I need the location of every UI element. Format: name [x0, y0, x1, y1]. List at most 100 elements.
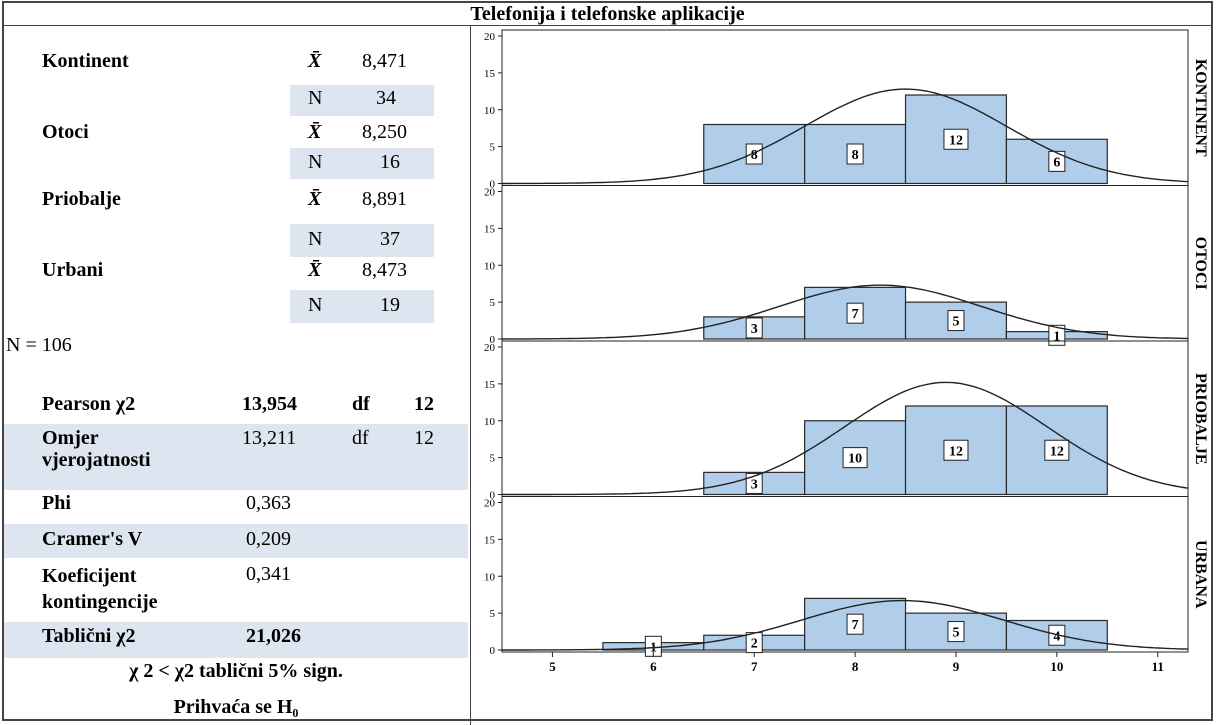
group-name-kontinent: Kontinent [42, 50, 129, 72]
row-shade [290, 290, 434, 323]
y-tick-label: 15 [484, 223, 496, 235]
data-label: 1 [1053, 329, 1060, 344]
y-tick-label: 5 [490, 608, 496, 620]
stat-value-table-chi2: 21,026 [246, 625, 301, 647]
stat-df-likelihood-ratio: 12 [414, 427, 434, 449]
data-label-box [846, 302, 864, 324]
y-tick-label: 5 [490, 297, 496, 309]
y-tick-label: 5 [490, 142, 496, 154]
stat-label-phi: Phi [42, 492, 71, 514]
data-label-box [1044, 439, 1070, 461]
data-label: 8 [751, 148, 758, 163]
conclusion-line2: Prihvaća se H₀ [173, 696, 299, 718]
n-value-urbani: 19 [380, 294, 400, 316]
group-name-urbani: Urbani [42, 259, 104, 281]
x-tick-label: 9 [953, 659, 960, 674]
y-tick-label: 20 [484, 31, 496, 43]
row-shade [4, 524, 468, 558]
y-tick-label: 20 [484, 187, 496, 199]
row-shade [290, 224, 434, 257]
y-tick-label: 10 [484, 571, 496, 583]
normal-curve [502, 599, 1189, 651]
row-shade [4, 424, 468, 490]
stat-value-phi: 0,363 [246, 492, 291, 514]
y-tick-label: 10 [484, 416, 496, 428]
mean-value-priobalje: 8,891 [362, 188, 407, 210]
stat-df-label-pearson: df [352, 393, 370, 415]
n-label: N [308, 294, 323, 316]
data-label: 5 [952, 315, 959, 330]
group-name-priobalje: Priobalje [42, 188, 121, 210]
normal-curve [502, 381, 1189, 496]
data-label-box [1048, 150, 1066, 172]
data-label-box [1048, 324, 1066, 346]
y-tick-label: 10 [484, 105, 496, 117]
panel-label: OTOCI [1192, 237, 1209, 290]
y-tick-label: 20 [484, 342, 496, 354]
data-label-box [745, 472, 763, 494]
panel-label: PRIOBALJE [1192, 373, 1209, 465]
n-value-kontinent: 34 [376, 87, 396, 109]
stat-label-contingency: Koeficijent kontingencije [42, 565, 158, 613]
stat-label-table-chi2: Tablični χ2 [42, 625, 136, 647]
x-tick-label: 8 [852, 659, 859, 674]
y-tick-label: 0 [490, 179, 496, 191]
data-label: 3 [751, 322, 758, 337]
data-label-box [846, 613, 864, 635]
x-tick-label: 11 [1152, 659, 1164, 674]
stat-value-contingency: 0,341 [246, 563, 291, 585]
total-n: N = 106 [6, 334, 72, 356]
stat-value-pearson: 13,954 [242, 393, 297, 415]
data-label-box [846, 143, 864, 165]
data-label: 5 [952, 626, 959, 641]
n-label: N [308, 151, 323, 173]
y-tick-label: 20 [484, 498, 496, 510]
row-shade [290, 148, 434, 179]
data-label-box [745, 143, 763, 165]
mean-value-otoci: 8,250 [362, 121, 407, 143]
mean-value-urbani: 8,473 [362, 259, 407, 281]
stat-label-pearson: Pearson χ2 [42, 393, 136, 415]
panel-label: URBANA [1192, 540, 1209, 609]
mean-symbol: X̄ [308, 121, 322, 143]
data-label: 2 [751, 637, 758, 652]
panel-frame [501, 496, 1189, 653]
figure-title: Telefonija i telefonske aplikacije [4, 3, 1211, 26]
mean-value-kontinent: 8,471 [362, 50, 407, 72]
stat-df-label-likelihood-ratio: df [352, 427, 369, 449]
y-tick-label: 15 [484, 379, 496, 391]
row-shade [290, 85, 434, 116]
data-label: 7 [852, 618, 859, 633]
x-tick-label: 5 [549, 659, 556, 674]
n-value-priobalje: 37 [380, 228, 400, 250]
y-tick-label: 15 [484, 68, 496, 80]
x-tick-label: 6 [650, 659, 657, 674]
data-label: 4 [1053, 629, 1060, 644]
data-label: 12 [949, 133, 963, 148]
stat-label-cramers-v: Cramer's V [42, 528, 143, 550]
panel-label: KONTINENT [1192, 59, 1209, 157]
histogram-bar [804, 597, 907, 651]
stat-value-likelihood-ratio: 13,211 [242, 427, 297, 449]
mean-symbol: X̄ [308, 50, 322, 72]
row-shade [4, 622, 468, 658]
y-tick-label: 15 [484, 534, 496, 546]
data-label-box [947, 310, 965, 332]
data-label: 3 [751, 477, 758, 492]
y-tick-label: 0 [490, 490, 496, 502]
histogram-chart: 0 5 10 15 20 8 8 12 6 KONTINENT 0 5 10 15 20 3 7 5 1 OTOCI 0… [484, 29, 1209, 674]
data-label: 8 [852, 148, 859, 163]
data-label-box [947, 621, 965, 643]
data-label-box [943, 439, 969, 461]
y-tick-label: 5 [490, 453, 496, 465]
data-label: 12 [1050, 444, 1064, 459]
data-label: 6 [1053, 155, 1060, 170]
data-label: 7 [852, 307, 859, 322]
stat-df-pearson: 12 [414, 393, 434, 415]
stat-label-likelihood-ratio: Omjer vjerojatnosti [42, 427, 151, 471]
n-value-otoci: 16 [380, 151, 400, 173]
data-label-box [745, 317, 763, 339]
y-tick-label: 0 [490, 645, 496, 657]
data-label-box [842, 447, 868, 469]
